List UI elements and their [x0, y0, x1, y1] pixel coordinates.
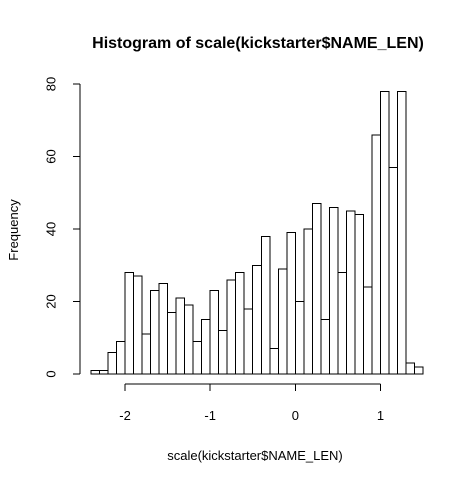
y-tick-label: 0 [43, 370, 58, 377]
y-tick-label: 60 [43, 149, 58, 163]
histogram-bar [286, 232, 296, 375]
histogram-bar [235, 272, 245, 375]
histogram-bar [226, 279, 237, 375]
histogram-bar [269, 348, 279, 375]
histogram-bar [184, 304, 194, 375]
y-tick-label: 80 [43, 77, 58, 91]
histogram-bar [243, 308, 254, 375]
y-tick-label: 20 [43, 294, 58, 308]
x-axis-label: scale(kickstarter$NAME_LEN) [167, 448, 343, 463]
histogram-bar [167, 311, 177, 375]
histogram-bar [303, 228, 313, 375]
histogram-bar [337, 272, 347, 375]
histogram-bar [150, 290, 160, 375]
histogram-bar [371, 134, 381, 375]
x-tick-label: 0 [292, 408, 299, 423]
histogram-bar [379, 90, 390, 375]
histogram-bar [175, 297, 186, 375]
histogram-bar [90, 369, 101, 375]
histogram-bar [133, 275, 143, 375]
y-tick-label: 40 [43, 222, 58, 236]
histogram-bar [328, 206, 339, 375]
histogram-bar [99, 369, 109, 375]
histogram-bar [294, 301, 305, 375]
bars-group [90, 90, 424, 375]
histogram-bar [320, 319, 330, 375]
histogram-bar [201, 319, 211, 375]
histogram-bar [311, 203, 322, 375]
histogram-bar [405, 362, 415, 375]
histogram-bar [362, 286, 373, 375]
y-axis-label: Frequency [6, 199, 21, 261]
histogram-bar [158, 282, 169, 375]
histogram-bar [354, 214, 364, 375]
histogram-bar [209, 290, 220, 375]
histogram-bar [124, 272, 135, 375]
histogram-bar [218, 330, 228, 375]
histogram-bar [252, 264, 262, 375]
x-tick-label: 1 [377, 408, 384, 423]
histogram-bar [260, 235, 271, 375]
x-tick-label: -2 [119, 408, 131, 423]
histogram-bar [141, 333, 152, 375]
x-axis: -2 -1 0 1 [119, 383, 384, 423]
histogram-bar [107, 351, 118, 375]
x-tick-label: -1 [204, 408, 216, 423]
y-axis: 0 20 40 60 80 [43, 77, 81, 378]
chart-title: Histogram of scale(kickstarter$NAME_LEN) [92, 35, 424, 52]
histogram-bar [277, 268, 288, 375]
histogram-bar [192, 340, 203, 375]
histogram-bar [116, 340, 126, 375]
histogram-bar [388, 166, 398, 375]
histogram-bar [345, 210, 356, 375]
histogram-bar [396, 90, 407, 375]
histogram-bar [413, 366, 424, 375]
